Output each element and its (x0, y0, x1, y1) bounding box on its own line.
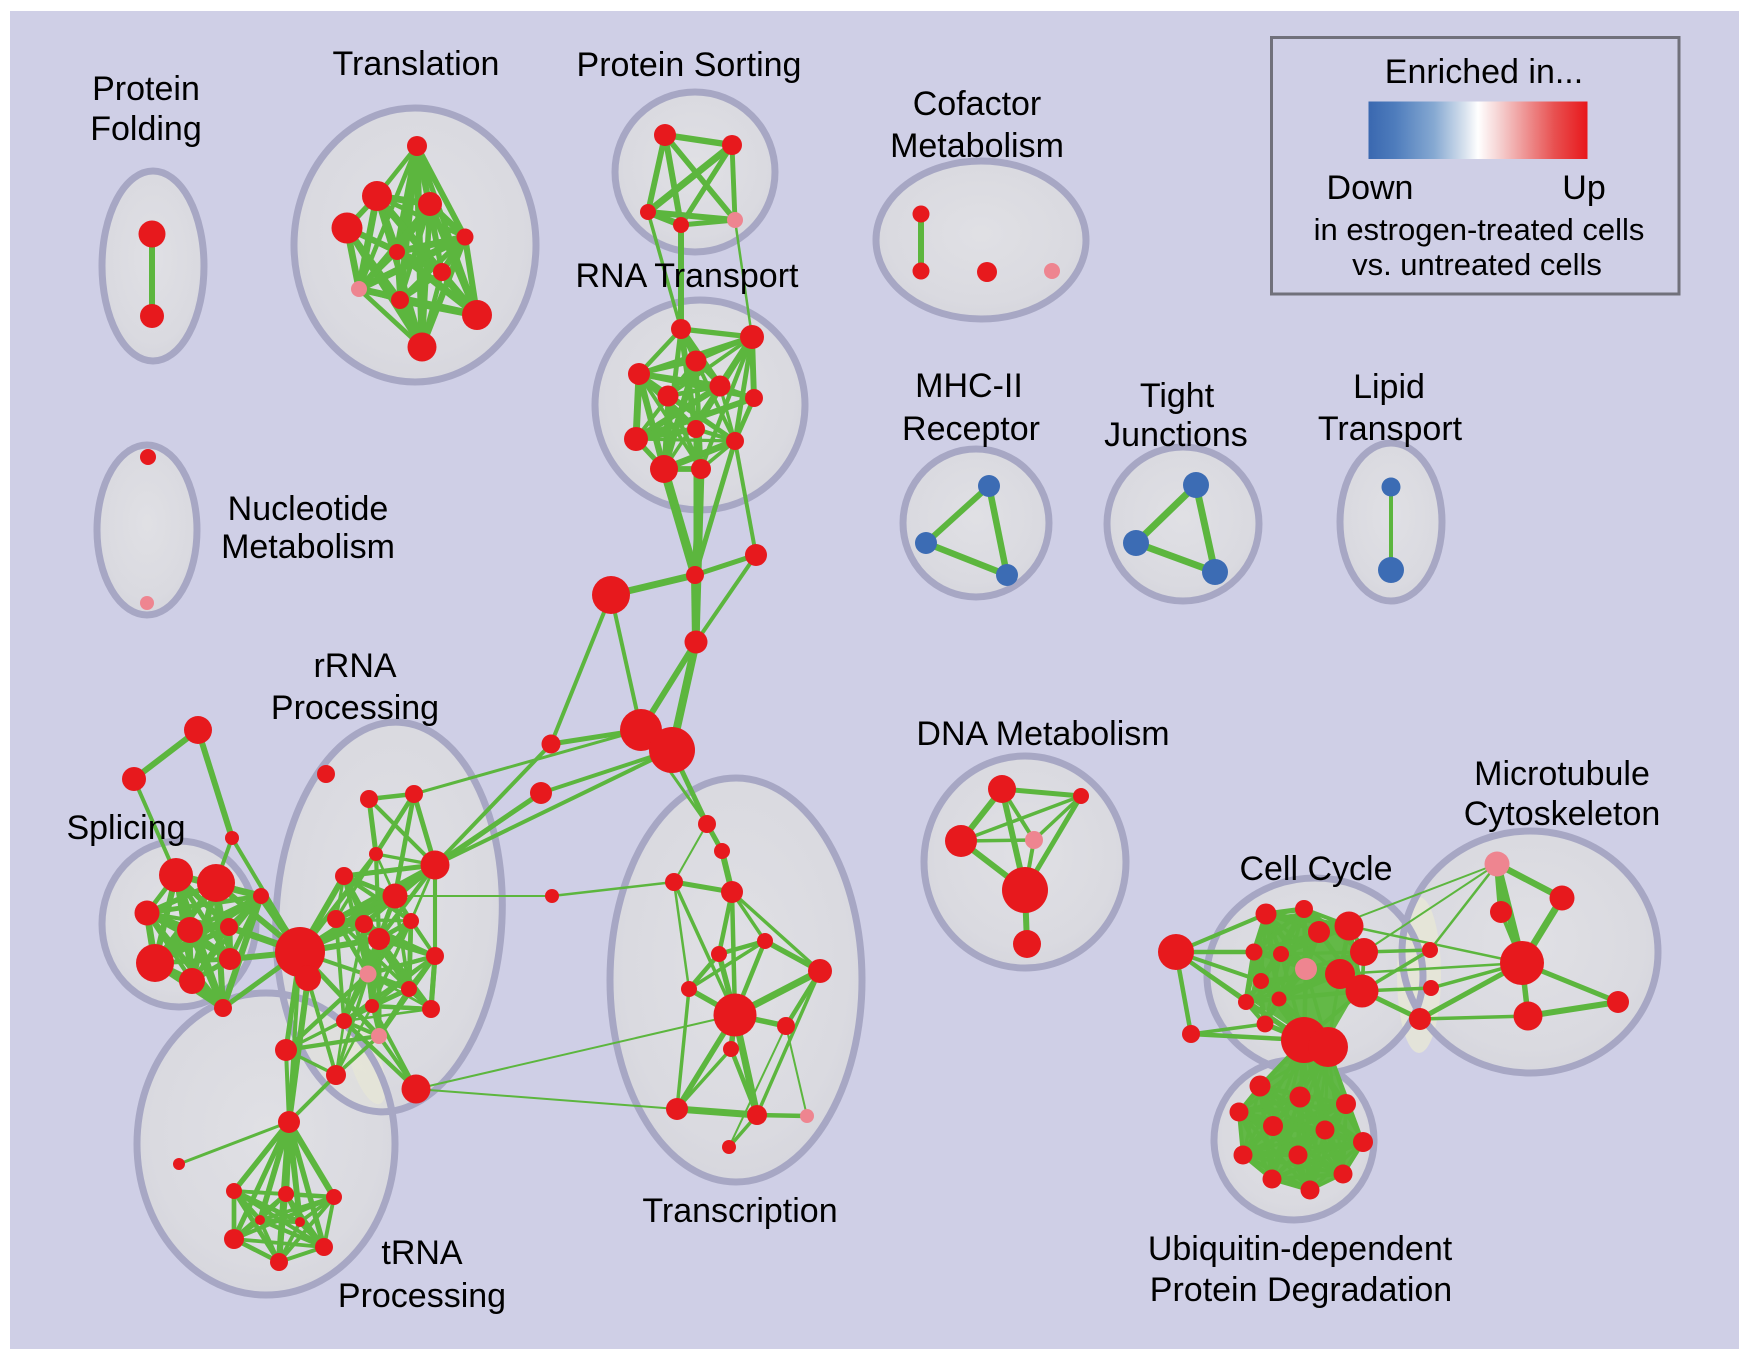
svg-text:Splicing: Splicing (66, 809, 185, 847)
svg-text:Metabolism: Metabolism (890, 127, 1064, 165)
svg-text:Lipid: Lipid (1353, 368, 1425, 406)
svg-text:Transport: Transport (1318, 410, 1463, 448)
svg-text:Down: Down (1327, 169, 1414, 207)
svg-text:Up: Up (1562, 169, 1605, 207)
svg-text:RNA Transport: RNA Transport (576, 257, 800, 295)
svg-text:Protein Degradation: Protein Degradation (1150, 1271, 1452, 1309)
svg-text:Processing: Processing (338, 1277, 506, 1315)
svg-text:Tight: Tight (1140, 377, 1215, 415)
svg-text:Ubiquitin-dependent: Ubiquitin-dependent (1148, 1230, 1453, 1268)
svg-text:Microtubule: Microtubule (1474, 755, 1650, 793)
svg-text:Cofactor: Cofactor (913, 85, 1042, 123)
svg-text:Enriched in...: Enriched in... (1385, 53, 1583, 91)
svg-text:Folding: Folding (90, 110, 202, 148)
svg-text:MHC-II: MHC-II (915, 367, 1023, 405)
svg-text:Protein: Protein (92, 70, 200, 108)
svg-text:DNA Metabolism: DNA Metabolism (916, 715, 1169, 753)
svg-text:vs. untreated cells: vs. untreated cells (1352, 247, 1602, 282)
svg-text:Metabolism: Metabolism (221, 528, 395, 566)
svg-text:Cell Cycle: Cell Cycle (1239, 850, 1392, 888)
svg-text:rRNA: rRNA (313, 647, 396, 685)
svg-text:Cytoskeleton: Cytoskeleton (1464, 795, 1661, 833)
svg-text:Junctions: Junctions (1104, 416, 1248, 454)
svg-text:Transcription: Transcription (642, 1192, 837, 1230)
svg-text:Processing: Processing (271, 689, 439, 727)
svg-text:tRNA: tRNA (381, 1234, 463, 1272)
svg-text:Nucleotide: Nucleotide (228, 490, 389, 528)
svg-text:Translation: Translation (333, 45, 500, 83)
svg-text:Protein Sorting: Protein Sorting (577, 46, 802, 84)
svg-text:Receptor: Receptor (902, 410, 1040, 448)
svg-text:in estrogen-treated cells: in estrogen-treated cells (1314, 212, 1645, 247)
